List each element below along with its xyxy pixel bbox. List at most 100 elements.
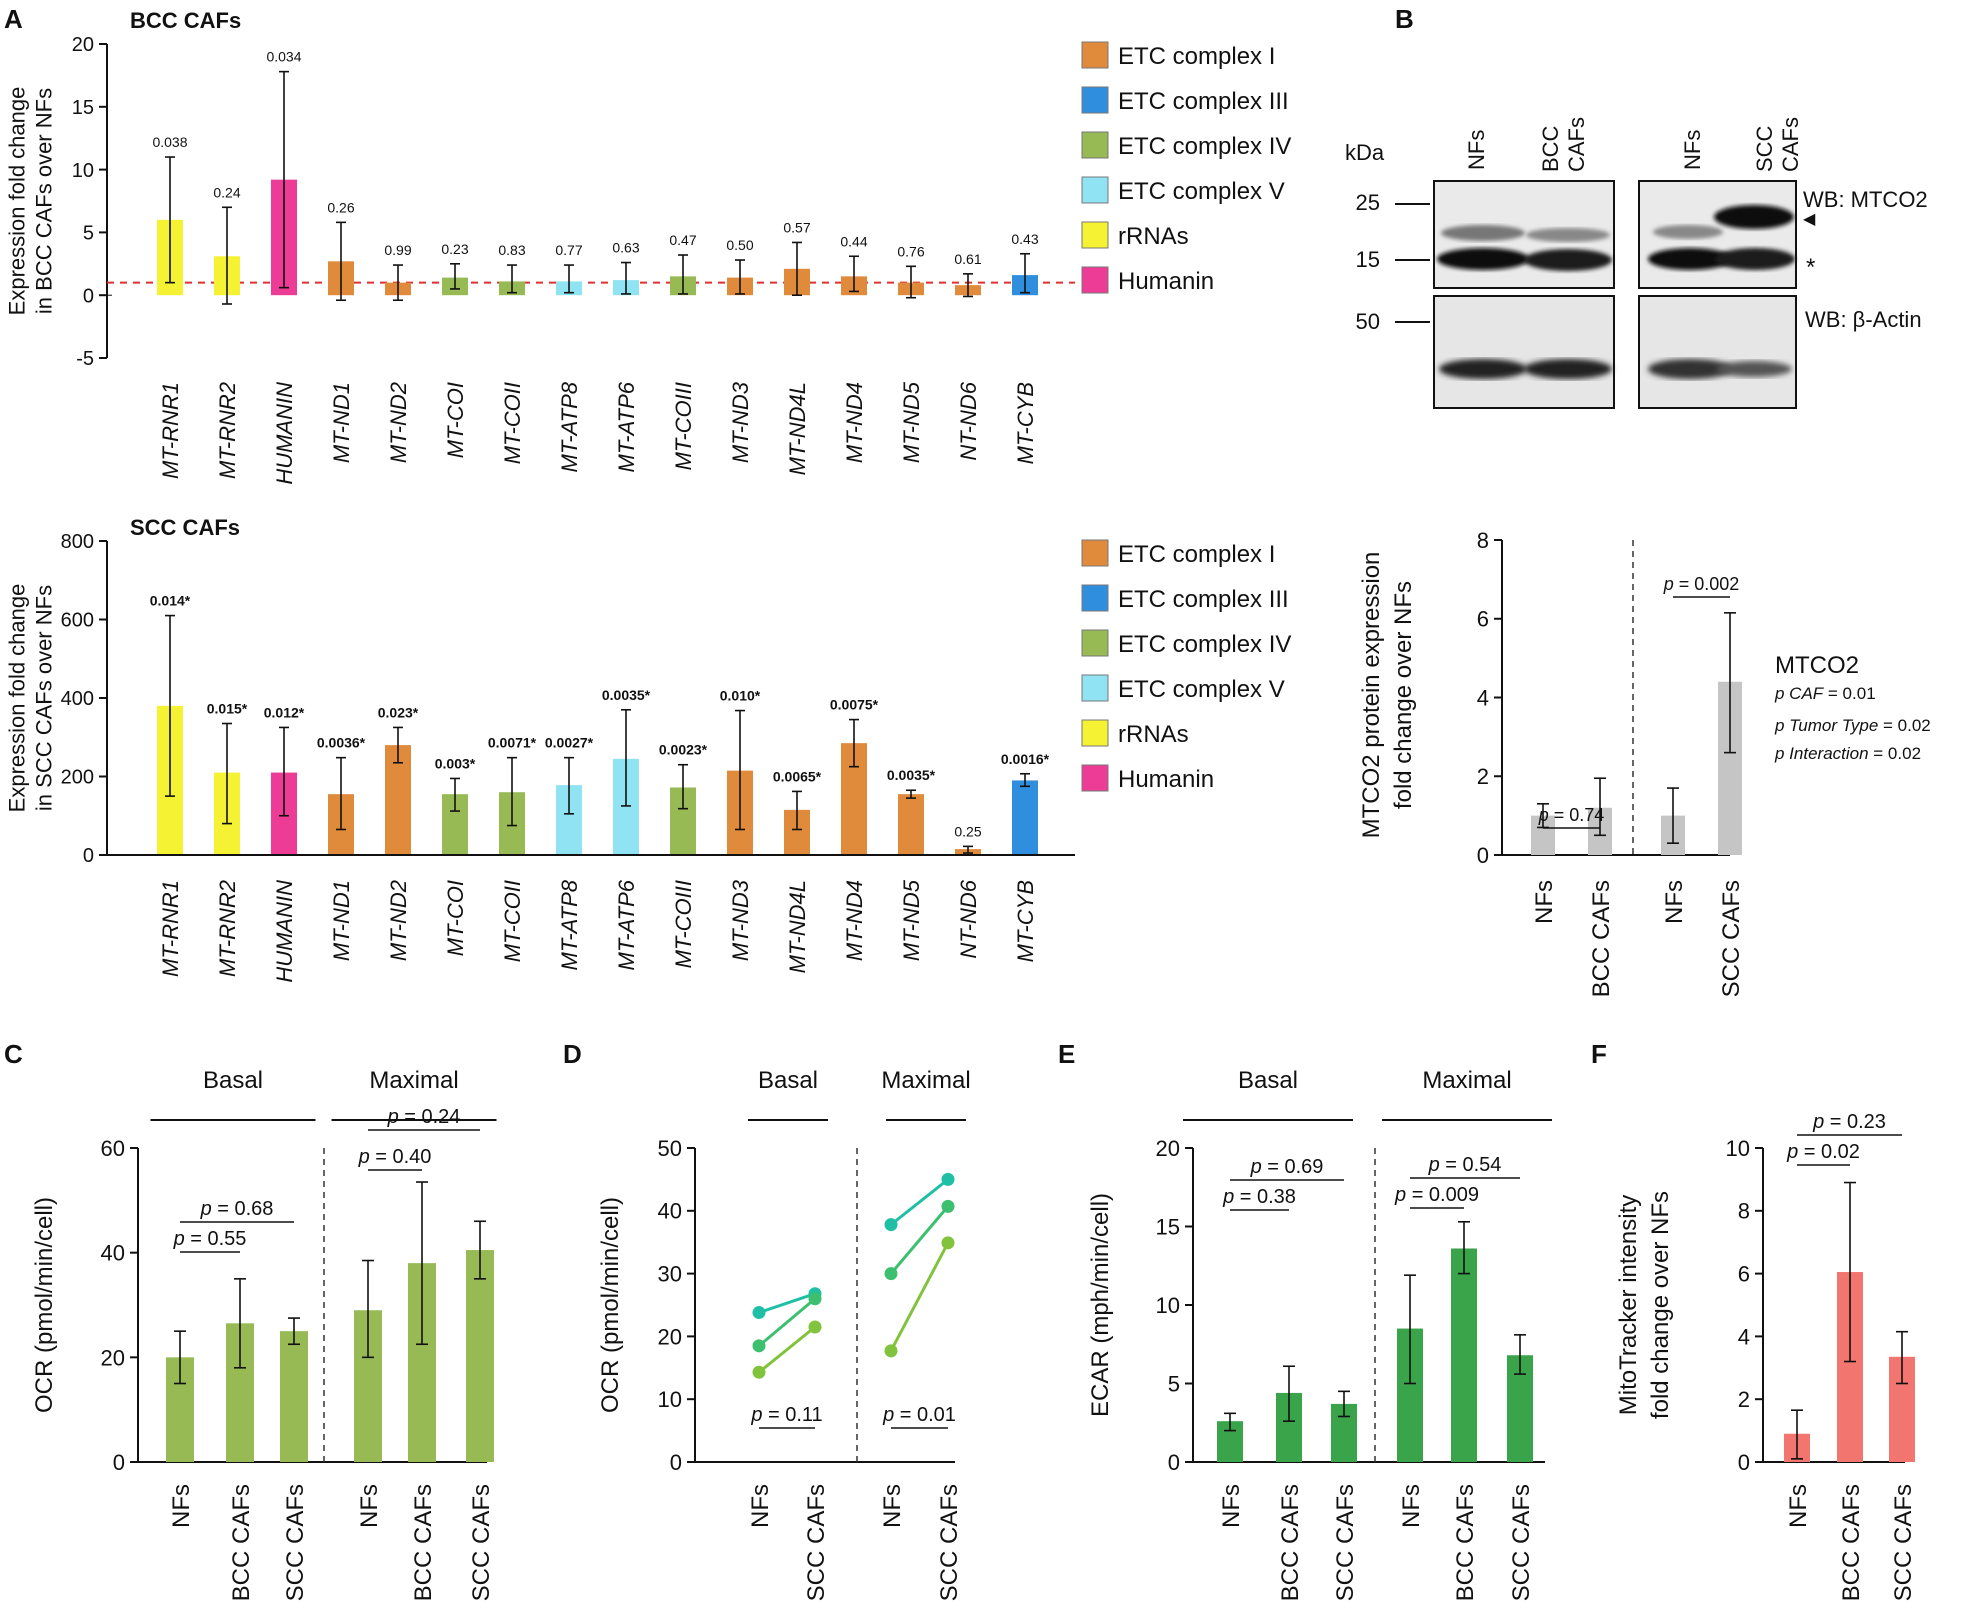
p-symbol: p xyxy=(200,1198,212,1220)
panel-letter-f: F xyxy=(1591,1039,1607,1069)
chart-b-mtco2: 0 2 4 6 8 MTCO2 protein expression fold change… xyxy=(1358,528,1745,997)
legend-swatch xyxy=(1081,584,1109,612)
note-p-value: = 0.01 xyxy=(1823,684,1875,703)
y-axis-label: ECAR (mph/min/cell) xyxy=(1087,1193,1114,1417)
legend-swatch xyxy=(1081,41,1109,69)
series-line xyxy=(890,1178,949,1226)
p-value-label: p = 0.23 xyxy=(1812,1111,1886,1133)
y-axis-label: Expression fold changein SCC CAFs over N… xyxy=(5,584,57,813)
data-point xyxy=(808,1292,822,1306)
x-tick-label: SCC CAFs xyxy=(1890,1484,1917,1601)
x-tick-label: MT-COII xyxy=(500,382,525,464)
y-tick-label: 10 xyxy=(1726,1136,1750,1161)
y-tick-label: 20 xyxy=(72,34,94,56)
blot-actin-right xyxy=(1638,295,1797,409)
y-tick-label: 6 xyxy=(1477,607,1489,632)
p-value-label: 0.63 xyxy=(612,240,639,256)
band xyxy=(1716,361,1792,377)
lane-label: NFs xyxy=(1680,130,1705,170)
series-line xyxy=(758,1325,816,1374)
x-tick-label: HUMANIN xyxy=(272,382,297,485)
y-tick-label: 5 xyxy=(83,223,94,245)
x-tick-label: MT-ND1 xyxy=(329,382,354,463)
y-tick-label: 600 xyxy=(61,610,94,632)
group-title: Basal xyxy=(203,1067,263,1094)
p-symbol: p xyxy=(1250,1156,1262,1178)
y-axis-label-line: fold change over NFs xyxy=(1390,581,1417,809)
x-tick-label: HUMANIN xyxy=(272,880,297,983)
p-value-label: 0.83 xyxy=(498,242,525,258)
y-tick-label: 15 xyxy=(1156,1214,1180,1239)
band xyxy=(1653,225,1723,239)
p-value-label: 0.015* xyxy=(207,701,248,717)
y-tick-label: 15 xyxy=(72,97,94,119)
x-tick-label: SCC CAFs xyxy=(282,1484,309,1601)
chart-d-ocr-paired: 0 10 20 30 40 50 OCR (pmol/min/cell) Basal Maxim… xyxy=(597,1067,971,1601)
p-value: = 0.74 xyxy=(1549,805,1605,825)
p-value: = 0.38 xyxy=(1234,1186,1296,1208)
p-value-label: p = 0.009 xyxy=(1394,1184,1479,1206)
y-tick-label: 8 xyxy=(1738,1199,1750,1224)
note-p-name: p CAF xyxy=(1774,684,1825,703)
x-tick-label: NFs xyxy=(168,1484,195,1528)
chart-title: SCC CAFs xyxy=(130,515,240,540)
bar-scc-cafs xyxy=(466,1250,494,1462)
group-title: Maximal xyxy=(1422,1067,1511,1094)
legend-label: ETC complex IV xyxy=(1118,631,1291,658)
bar-bcc-cafs xyxy=(1451,1248,1477,1462)
marker-15: 15 xyxy=(1356,247,1380,272)
x-tick-label: BCC CAFs xyxy=(1588,880,1615,997)
x-tick-label: SCC CAFs xyxy=(803,1484,830,1601)
y-tick-label: 60 xyxy=(101,1136,125,1161)
p-value-label: 0.23 xyxy=(441,241,468,257)
y-tick-label: 40 xyxy=(101,1241,125,1266)
y-axis-label-line: Expression fold change xyxy=(5,584,30,813)
y-axis-label-line: MTCO2 protein expression xyxy=(1358,552,1385,839)
x-tick-label: MT-ATP8 xyxy=(557,381,582,472)
x-tick-label: NFs xyxy=(1398,1484,1425,1528)
p-value: = 0.002 xyxy=(1674,574,1740,594)
lane-label: NFs xyxy=(1464,130,1489,170)
marker-25: 25 xyxy=(1356,190,1380,215)
y-axis-label: OCR (pmol/min/cell) xyxy=(597,1197,624,1413)
p-value-label: 0.0035* xyxy=(887,767,936,783)
y-tick-label: 2 xyxy=(1738,1387,1750,1412)
panel-letter-e: E xyxy=(1058,1039,1075,1069)
p-value: = 0.01 xyxy=(894,1404,956,1426)
band xyxy=(1437,248,1529,270)
panel-letter-a: A xyxy=(4,4,23,34)
x-tick-label: MT-COII xyxy=(500,880,525,962)
legend-swatch xyxy=(1081,719,1109,747)
p-value: = 0.54 xyxy=(1440,1154,1502,1176)
mtco2-note-line: p Interaction = 0.02 xyxy=(1774,744,1921,763)
arrowhead-icon: ◀ xyxy=(1803,211,1816,228)
p-value-label: 0.44 xyxy=(840,233,867,249)
y-axis-label-line: OCR (pmol/min/cell) xyxy=(597,1197,624,1413)
p-value: = 0.55 xyxy=(185,1228,247,1250)
legend-label: rRNAs xyxy=(1118,223,1189,250)
mtco2-note-line: p Tumor Type = 0.02 xyxy=(1774,716,1931,735)
legend-swatch xyxy=(1081,131,1109,159)
x-tick-label: MT-ATP6 xyxy=(614,381,639,472)
p-value-label: p = 0.54 xyxy=(1428,1154,1502,1176)
y-axis-label-line: in BCC CAFs over NFs xyxy=(32,88,57,314)
data-point xyxy=(752,1339,766,1353)
p-value-label: 0.0036* xyxy=(317,735,366,751)
x-tick-label: MT-ND5 xyxy=(899,381,924,463)
note-p-value: = 0.02 xyxy=(1869,744,1921,763)
chart-a-bcc-cafs: BCC CAFs -5 0 5 10 15 20 Expression fold change… xyxy=(5,8,1075,485)
y-axis-label: Expression fold changein BCC CAFs over N… xyxy=(5,87,57,316)
x-tick-label: BCC CAFs xyxy=(1838,1484,1865,1601)
legend-scc: ETC complex I ETC complex III ETC complex … xyxy=(1081,539,1291,793)
legend-label: ETC complex I xyxy=(1118,43,1275,70)
legend-swatch xyxy=(1081,629,1109,657)
p-value-label: 0.014* xyxy=(150,593,191,609)
group-title: Basal xyxy=(1238,1067,1298,1094)
x-tick-label: MT-ND4 xyxy=(842,382,867,463)
y-tick-label: 20 xyxy=(1156,1136,1180,1161)
band xyxy=(1441,225,1525,241)
y-tick-label: -5 xyxy=(76,348,94,370)
y-axis-label-line: Expression fold change xyxy=(5,87,30,316)
p-value-label: p = 0.55 xyxy=(173,1228,247,1250)
